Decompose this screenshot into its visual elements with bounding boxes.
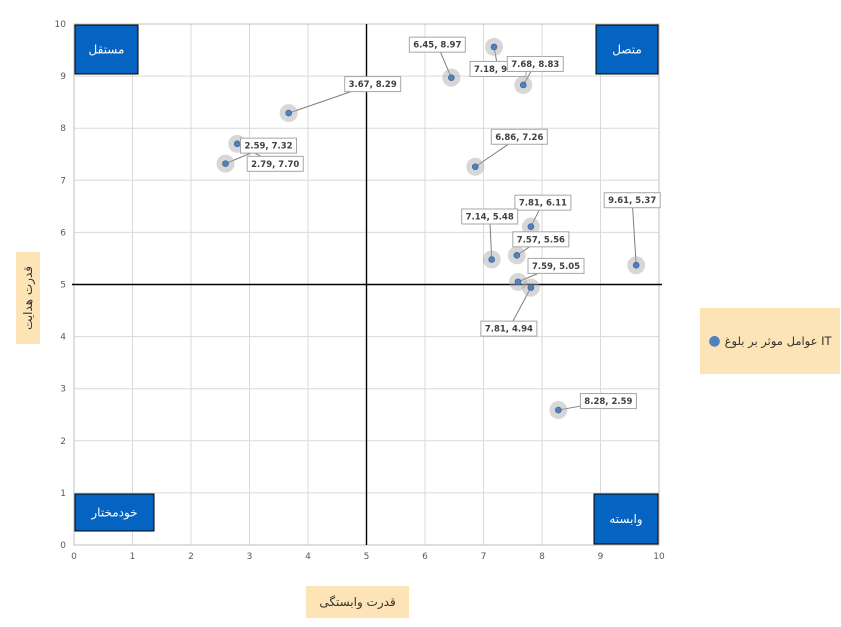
data-label: 7.57, 5.56 bbox=[517, 235, 565, 245]
quadrant-dividers bbox=[72, 24, 662, 545]
quadrant-box-bottom-right bbox=[593, 493, 659, 545]
data-point bbox=[527, 223, 535, 230]
legend-label: عوامل موثر بر بلوغ IT bbox=[724, 334, 832, 348]
quadrant-label-bottom-right: وابسته bbox=[609, 512, 642, 527]
data-label-box bbox=[579, 393, 637, 410]
y-tick-label: 10 bbox=[55, 20, 67, 30]
data-label: 7.68, 8.83 bbox=[511, 60, 559, 70]
axis-tick-labels: 0 1 2 3 4 5 6 7 8 9 10 0 1 2 3 4 5 6 7 8 9 10 bbox=[55, 20, 665, 562]
data-label-box bbox=[514, 194, 572, 211]
x-tick-label: 10 bbox=[653, 552, 665, 562]
data-label-box bbox=[344, 76, 402, 93]
data-label-box bbox=[506, 55, 564, 72]
y-tick-label: 9 bbox=[60, 72, 66, 82]
x-tick-label: 9 bbox=[598, 552, 604, 562]
quadrant-box-top-right bbox=[595, 24, 659, 75]
x-tick-label: 3 bbox=[247, 552, 253, 562]
quadrant-label-top-left: مستقل bbox=[89, 43, 125, 57]
data-label: 2.79, 7.70 bbox=[251, 160, 299, 170]
x-tick-label: 6 bbox=[422, 552, 428, 562]
data-label-box bbox=[408, 36, 466, 53]
y-tick-label: 0 bbox=[60, 541, 66, 551]
x-tick-label: 1 bbox=[130, 552, 136, 562]
data-label: 2.59, 7.32 bbox=[244, 142, 292, 152]
data-point bbox=[514, 278, 522, 286]
data-label-box bbox=[512, 231, 570, 248]
y-tick-label: 2 bbox=[60, 437, 66, 447]
data-label: 6.86, 7.26 bbox=[495, 133, 543, 143]
data-point bbox=[513, 252, 521, 259]
y-axis-title: قدرت هدایت bbox=[21, 265, 35, 331]
y-axis-title-box: قدرت هدایت bbox=[16, 252, 40, 344]
y-tick-label: 5 bbox=[60, 281, 66, 291]
data-label: 6.45, 8.97 bbox=[413, 41, 461, 51]
x-tick-label: 4 bbox=[305, 552, 311, 562]
quadrant-label-top-right: متصل bbox=[612, 43, 642, 57]
data-points bbox=[216, 37, 646, 420]
y-tick-label: 1 bbox=[60, 489, 66, 499]
y-tick-label: 6 bbox=[60, 228, 66, 238]
label-leader-lines bbox=[225, 44, 637, 411]
y-tick-label: 3 bbox=[60, 385, 66, 395]
y-tick-label: 7 bbox=[60, 176, 66, 186]
data-point bbox=[448, 74, 455, 81]
data-label: 8.28, 2.59 bbox=[584, 397, 632, 407]
data-label-box bbox=[246, 155, 304, 172]
data-point bbox=[632, 261, 640, 269]
data-point bbox=[488, 256, 495, 263]
quadrant-labels: مستقل متصل خودمختار وابسته bbox=[74, 24, 659, 545]
data-point bbox=[233, 140, 241, 148]
data-label: 7.59, 5.05 bbox=[532, 262, 580, 272]
data-point bbox=[555, 406, 562, 414]
data-point bbox=[472, 163, 479, 171]
data-point bbox=[222, 160, 229, 167]
quadrant-box-bottom-left bbox=[74, 493, 155, 532]
x-axis-title: قدرت وابستگی bbox=[306, 586, 409, 618]
data-point bbox=[490, 43, 498, 51]
x-tick-label: 7 bbox=[481, 552, 487, 562]
data-label-box bbox=[527, 257, 585, 274]
y-tick-label: 8 bbox=[60, 124, 66, 134]
y-tick-label: 4 bbox=[60, 333, 66, 343]
x-tick-label: 0 bbox=[71, 552, 77, 562]
data-label: 7.14, 5.48 bbox=[466, 212, 514, 222]
x-tick-label: 5 bbox=[364, 552, 370, 562]
data-point bbox=[519, 81, 527, 89]
data-point bbox=[527, 284, 535, 291]
data-label: 3.67, 8.29 bbox=[349, 80, 397, 90]
legend: ● عوامل موثر بر بلوغ IT bbox=[700, 308, 840, 374]
quadrant-box-top-left bbox=[74, 24, 139, 75]
data-label-box bbox=[490, 128, 548, 145]
data-label: 7.81, 6.11 bbox=[519, 199, 567, 209]
data-label: 7.81, 4.94 bbox=[485, 325, 533, 335]
quadrant-label-bottom-left: خودمختار bbox=[90, 506, 137, 521]
data-labels: 6.45, 8.97 7.18, 9.567.68, 8.83 3.67, 8.29… bbox=[240, 36, 661, 410]
label-leader-line bbox=[631, 200, 637, 266]
data-point bbox=[285, 109, 292, 117]
x-tick-label: 2 bbox=[188, 552, 194, 562]
data-label: 7.18, 9.56 bbox=[474, 65, 522, 75]
legend-marker-icon: ● bbox=[708, 333, 721, 349]
data-label-box bbox=[240, 137, 298, 154]
data-label-box bbox=[480, 320, 538, 337]
data-label: 9.61, 5.37 bbox=[608, 196, 656, 206]
x-tick-label: 8 bbox=[539, 552, 545, 562]
data-label-box bbox=[603, 192, 661, 209]
data-label-box bbox=[461, 208, 519, 225]
